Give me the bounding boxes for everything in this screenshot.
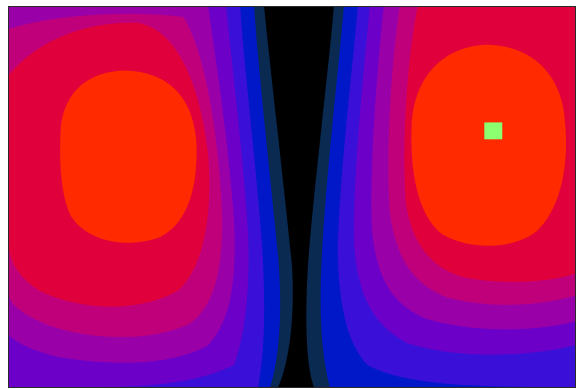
right-band-8 [411,44,567,246]
left-band-8 [60,70,197,243]
target-square-icon[interactable] [484,122,503,140]
heatmap-viewport[interactable] [8,6,576,388]
heatmap-canvas[interactable] [9,7,575,387]
left-field [9,7,293,387]
right-field [306,7,575,387]
